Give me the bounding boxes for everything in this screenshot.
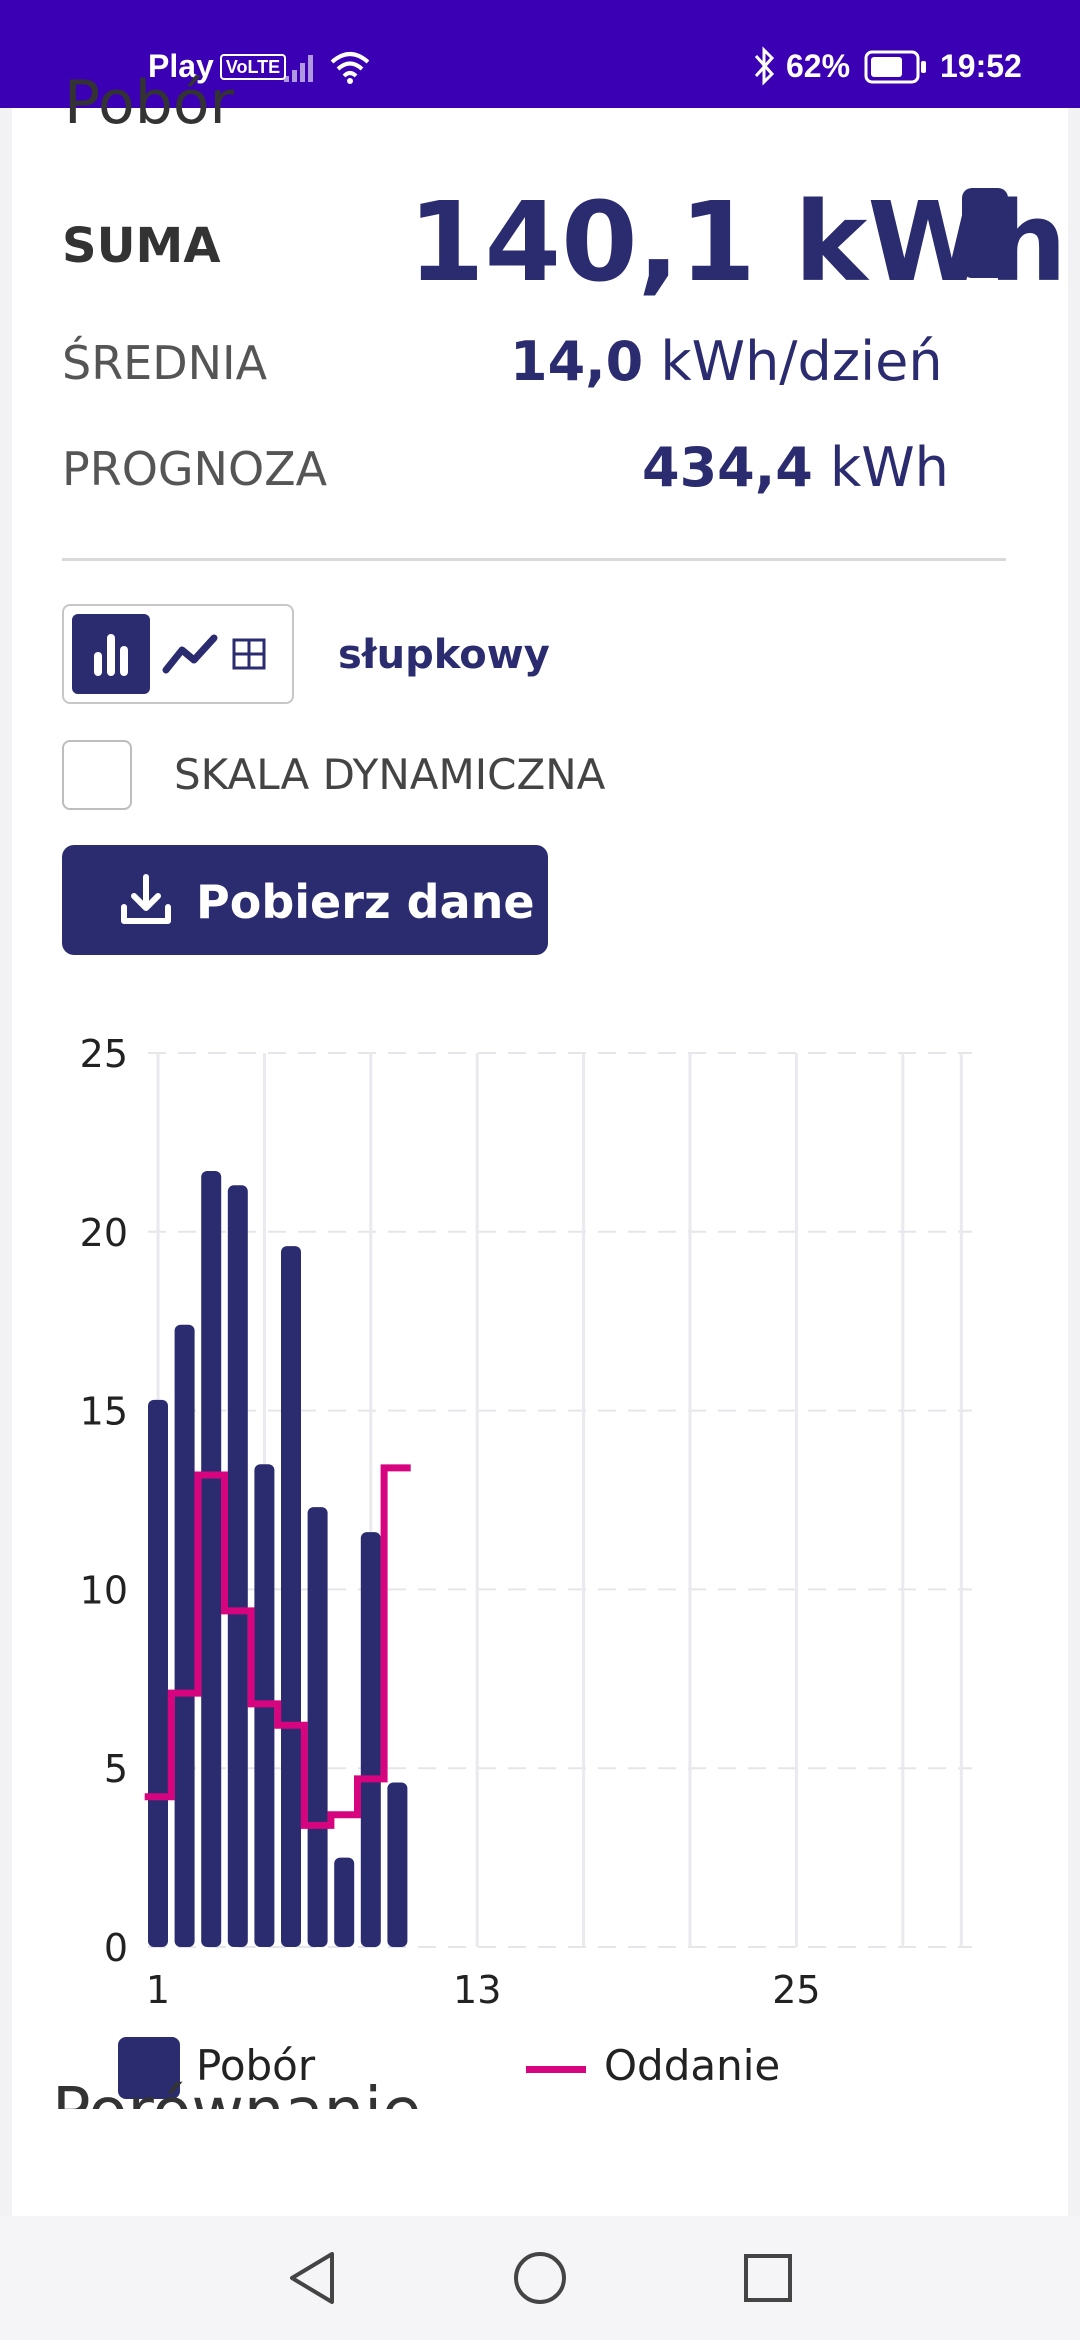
bluetooth-icon <box>754 46 775 86</box>
prognoza-label: PROGNOZA <box>62 442 328 496</box>
bar-pobor[interactable] <box>334 1857 355 1947</box>
volte-badge: VoLTE <box>219 54 287 80</box>
bar-pobor[interactable] <box>387 1782 408 1947</box>
bar-pobor[interactable] <box>201 1171 222 1947</box>
bar-chart-icon <box>94 634 128 676</box>
srednia-label: ŚREDNIA <box>62 336 268 390</box>
bar-pobor[interactable] <box>148 1399 168 1947</box>
x-tick-label: 1 <box>146 1968 170 2012</box>
download-icon <box>121 874 171 924</box>
legend-pobor-swatch <box>118 2037 180 2099</box>
line-chart-button[interactable] <box>152 614 230 694</box>
home-icon[interactable] <box>508 2246 572 2310</box>
chart-type-toggle <box>62 604 294 704</box>
x-axis-ticks: 1 13 25 <box>146 1968 821 2012</box>
srednia-value: 14,0 kWh/dzień <box>510 330 943 393</box>
pobor-bars <box>148 1171 408 1947</box>
clock: 19:52 <box>940 48 1022 84</box>
bar-chart-button[interactable] <box>72 614 150 694</box>
prognoza-number: 434,4 <box>642 436 813 499</box>
dynamic-scale-label[interactable]: SKALA DYNAMICZNA <box>174 750 606 799</box>
line-oddanie[interactable] <box>144 1464 411 1829</box>
line-chart-icon <box>162 634 218 674</box>
y-tick-label: 0 <box>104 1926 128 1970</box>
bar-pobor[interactable] <box>307 1507 328 1947</box>
divider <box>62 558 1006 561</box>
legend-oddanie-swatch <box>526 2066 586 2073</box>
x-tick-label: 25 <box>772 1968 820 2012</box>
y-axis-ticks: 0 5 10 15 20 25 <box>80 1032 128 1970</box>
x-tick-label: 13 <box>453 1968 501 2012</box>
back-icon[interactable] <box>280 2246 344 2310</box>
suma-label: SUMA <box>62 218 221 274</box>
y-tick-label: 15 <box>80 1390 128 1434</box>
table-view-button[interactable] <box>212 614 290 694</box>
y-tick-label: 10 <box>80 1568 128 1612</box>
signal-icon <box>284 55 313 82</box>
y-tick-label: 20 <box>80 1211 128 1255</box>
download-label: Pobierz dane <box>196 875 535 929</box>
consumption-chart: 0 5 10 15 20 25 1 13 25 <box>80 1032 972 2012</box>
legend-oddanie-label: Oddanie <box>604 2041 781 2090</box>
srednia-number: 14,0 <box>510 330 644 393</box>
battery-icon <box>864 50 926 84</box>
wifi-icon <box>330 52 370 84</box>
y-tick-label: 5 <box>104 1747 128 1791</box>
oddanie-line <box>144 1464 411 1829</box>
y-tick-label: 25 <box>80 1032 128 1076</box>
download-data-button[interactable]: Pobierz dane <box>62 845 548 955</box>
suma-value: 140,1 kWh <box>408 178 1068 306</box>
srednia-unit: kWh/dzień <box>660 330 943 393</box>
bar-pobor[interactable] <box>281 1246 301 1947</box>
scroll-indicator[interactable] <box>962 188 1008 278</box>
table-icon <box>232 638 266 670</box>
prognoza-value: 434,4 kWh <box>642 436 949 499</box>
battery-percent: 62% <box>786 48 851 84</box>
status-bar: Play VoLTE 62% 19:52 <box>0 0 1080 108</box>
section-title: Pobór <box>64 68 235 138</box>
dynamic-scale-checkbox[interactable] <box>62 740 132 810</box>
navigation-bar <box>0 2216 1080 2340</box>
chart-type-label: słupkowy <box>338 632 550 678</box>
next-section-title: Porównanie <box>52 2075 421 2109</box>
bar-pobor[interactable] <box>360 1532 381 1947</box>
prognoza-unit: kWh <box>829 436 949 499</box>
bar-pobor[interactable] <box>174 1324 195 1947</box>
legend-pobor-label: Pobór <box>196 2041 316 2090</box>
carrier-label: Play VoLTE <box>148 48 287 84</box>
recents-icon[interactable] <box>736 2246 800 2310</box>
bar-pobor[interactable] <box>227 1185 248 1947</box>
